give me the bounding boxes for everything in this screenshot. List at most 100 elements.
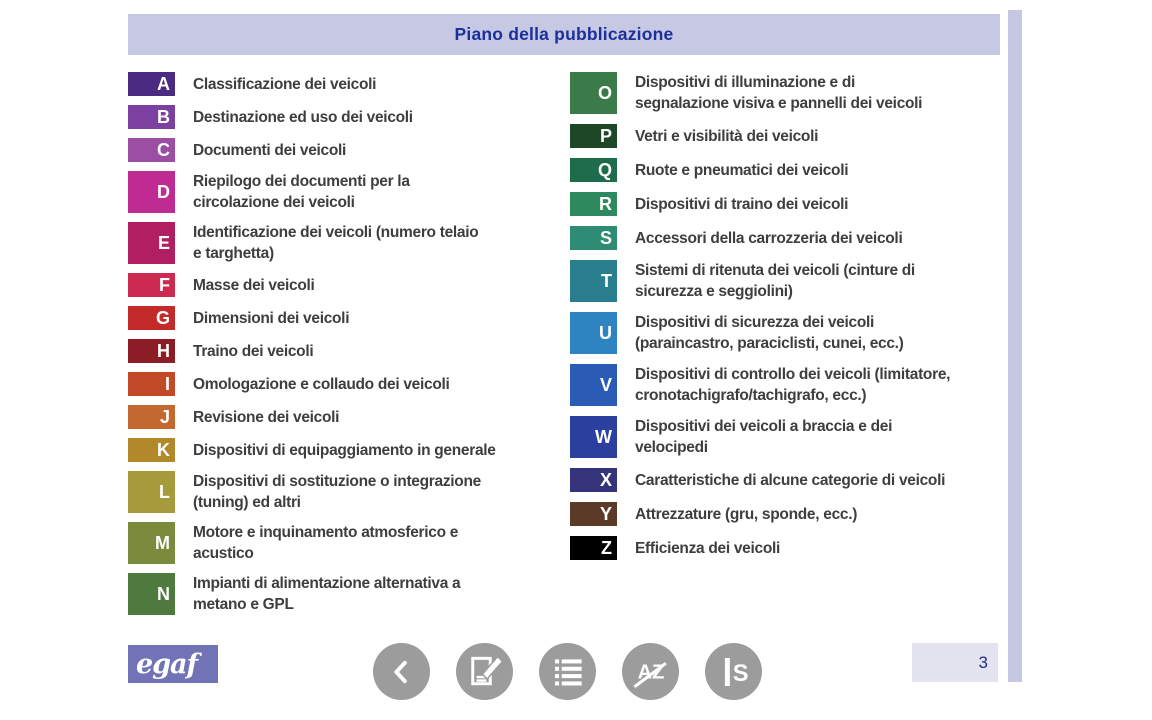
category-color-block: B [128, 105, 175, 129]
index-entry-v[interactable]: V Dispositivi di controllo dei veicoli (l… [570, 364, 1022, 406]
index-entry-q[interactable]: Q Ruote e pneumatici dei veicoli [570, 158, 1022, 182]
index-entry-j[interactable]: J Revisione dei veicoli [128, 405, 570, 429]
category-label: Caratteristiche di alcune categorie di v… [635, 471, 946, 489]
category-letter: G [155, 308, 170, 328]
category-letter: F [159, 275, 170, 295]
category-color-block: C [128, 138, 175, 162]
category-letter: M [155, 533, 170, 553]
index-entry-g[interactable]: G Dimensioni dei veicoli [128, 306, 570, 330]
category-color-block: W [570, 416, 617, 458]
category-label: Dimensioni dei veicoli [193, 309, 350, 327]
index-entry-u[interactable]: U Dispositivi di sicurezza dei veicoli (p… [570, 312, 1022, 354]
category-color-block: E [128, 222, 175, 264]
index-columns: A Classificazione dei veicoli B Destinazion… [128, 72, 1022, 624]
publication-page: Piano della pubblicazione A Classificazio… [128, 0, 1022, 720]
category-label: Dispositivi di illuminazione e di segnal… [635, 74, 923, 112]
index-entry-z[interactable]: Z Efficienza dei veicoli [570, 536, 1022, 560]
category-label: Identificazione dei veicoli (numero tela… [193, 224, 479, 262]
category-color-block: F [128, 273, 175, 297]
category-color-block: I [128, 372, 175, 396]
index-column-right: O Dispositivi di illuminazione e di segna… [570, 72, 1022, 624]
category-color-block: R [570, 192, 617, 216]
index-entry-t[interactable]: T Sistemi di ritenuta dei veicoli (cintur… [570, 260, 1022, 302]
is-index-icon: S [724, 657, 748, 686]
egaf-logo: egaf [128, 645, 218, 683]
index-entry-m[interactable]: M Motore e inquinamento atmosferico e acu… [128, 522, 570, 564]
category-letter: P [599, 126, 612, 146]
category-label: Destinazione ed uso dei veicoli [193, 108, 413, 126]
category-color-block: P [570, 124, 617, 148]
category-label: Dispositivi dei veicoli a braccia e dei … [635, 418, 893, 456]
index-entry-s[interactable]: S Accessori della carrozzeria dei veicoli [570, 226, 1022, 250]
category-color-block: Y [570, 502, 617, 526]
annotations-button[interactable] [456, 643, 513, 700]
category-color-block: T [570, 260, 617, 302]
category-label: Dispositivi di sicurezza dei veicoli (pa… [635, 314, 904, 352]
index-entry-k[interactable]: K Dispositivi di equipaggiamento in gener… [128, 438, 570, 462]
index-entry-f[interactable]: F Masse dei veicoli [128, 273, 570, 297]
category-color-block: J [128, 405, 175, 429]
index-entry-y[interactable]: Y Attrezzature (gru, sponde, ecc.) [570, 502, 1022, 526]
category-label: Revisione dei veicoli [193, 408, 340, 426]
page-title: Piano della pubblicazione [454, 24, 674, 44]
index-entry-p[interactable]: P Vetri e visibilità dei veicoli [570, 124, 1022, 148]
index-entry-o[interactable]: O Dispositivi di illuminazione e di segna… [570, 72, 1022, 114]
index-entry-d[interactable]: D Riepilogo dei documenti per la circolaz… [128, 171, 570, 213]
category-color-block: M [128, 522, 175, 564]
category-color-block: Z [570, 536, 617, 560]
index-list-button[interactable] [539, 643, 596, 700]
index-entry-b[interactable]: B Destinazione ed uso dei veicoli [128, 105, 570, 129]
category-letter: Y [599, 504, 612, 524]
category-color-block: O [570, 72, 617, 114]
category-label: Classificazione dei veicoli [193, 75, 377, 93]
category-label: Dispositivi di sostituzione o integrazio… [193, 473, 481, 511]
category-color-block: L [128, 471, 175, 513]
category-label: Traino dei veicoli [193, 342, 314, 360]
category-label: Vetri e visibilità dei veicoli [635, 127, 819, 145]
category-label: Riepilogo dei documenti per la circolazi… [193, 173, 410, 211]
category-letter: R [599, 194, 612, 214]
index-entry-w[interactable]: W Dispositivi dei veicoli a braccia e dei… [570, 416, 1022, 458]
category-color-block: G [128, 306, 175, 330]
edit-page-icon [470, 654, 504, 685]
index-entry-x[interactable]: X Caratteristiche di alcune categorie di … [570, 468, 1022, 492]
systematic-index-button[interactable]: S [705, 643, 762, 700]
index-entry-h[interactable]: H Traino dei veicoli [128, 339, 570, 363]
category-letter: J [159, 407, 170, 427]
index-column-left: A Classificazione dei veicoli B Destinazion… [128, 72, 570, 624]
category-letter: B [157, 107, 170, 127]
back-icon [393, 660, 407, 683]
category-label: Efficienza dei veicoli [635, 539, 781, 557]
index-entry-l[interactable]: L Dispositivi di sostituzione o integrazi… [128, 471, 570, 513]
category-label: Impianti di alimentazione alternativa a … [193, 575, 461, 613]
alphabetical-index-button[interactable]: AZ [622, 643, 679, 700]
category-label: Attrezzature (gru, sponde, ecc.) [635, 505, 858, 523]
category-label: Dispositivi di traino dei veicoli [635, 195, 849, 213]
category-label: Dispositivi di equipaggiamento in genera… [193, 441, 496, 459]
category-color-block: K [128, 438, 175, 462]
category-label: Documenti dei veicoli [193, 141, 347, 159]
category-letter: D [157, 182, 170, 202]
index-entry-i[interactable]: I Omologazione e collaudo dei veicoli [128, 372, 570, 396]
list-icon [554, 658, 582, 685]
category-label: Motore e inquinamento atmosferico e acus… [193, 524, 459, 562]
index-entry-a[interactable]: A Classificazione dei veicoli [128, 72, 570, 96]
index-entry-c[interactable]: C Documenti dei veicoli [128, 138, 570, 162]
category-label: Ruote e pneumatici dei veicoli [635, 161, 849, 179]
category-label: Accessori della carrozzeria dei veicoli [635, 229, 903, 247]
category-color-block: U [570, 312, 617, 354]
category-letter: W [595, 427, 612, 447]
index-entry-n[interactable]: N Impianti di alimentazione alternativa a… [128, 573, 570, 615]
category-label: Dispositivi di controllo dei veicoli (li… [635, 366, 951, 404]
index-entry-e[interactable]: E Identificazione dei veicoli (numero tel… [128, 222, 570, 264]
az-index-icon: AZ [632, 661, 667, 688]
back-button[interactable] [373, 643, 430, 700]
category-letter: N [157, 584, 170, 604]
category-letter: Q [597, 160, 612, 180]
index-entry-r[interactable]: R Dispositivi di traino dei veicoli [570, 192, 1022, 216]
category-color-block: N [128, 573, 175, 615]
category-label: Masse dei veicoli [193, 276, 315, 294]
category-letter: S [599, 228, 612, 248]
category-color-block: H [128, 339, 175, 363]
category-letter: T [601, 271, 612, 291]
